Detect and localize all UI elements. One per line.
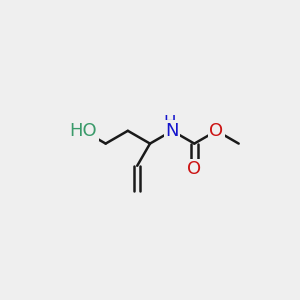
Text: HO: HO [70, 122, 97, 140]
Text: H: H [164, 114, 176, 132]
Text: O: O [187, 160, 201, 178]
Text: N: N [165, 122, 179, 140]
Text: O: O [209, 122, 224, 140]
